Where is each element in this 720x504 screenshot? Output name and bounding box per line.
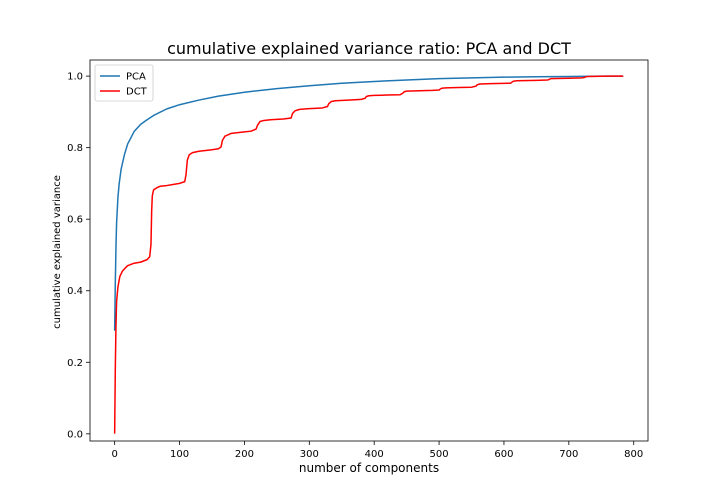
y-tick-label: 0.6 bbox=[67, 215, 83, 226]
y-tick-label: 0.8 bbox=[67, 143, 83, 154]
x-tick-label: 800 bbox=[624, 449, 643, 460]
y-tick-label: 0.0 bbox=[67, 429, 83, 440]
y-axis-label: cumulative explained variance bbox=[52, 175, 63, 329]
x-axis: 0 100 200 300 400 500 600 700 800 bbox=[111, 441, 643, 460]
x-axis-label: number of components bbox=[299, 461, 439, 475]
series-line-dct bbox=[113, 75, 624, 434]
chart-title: cumulative explained variance ratio: PCA… bbox=[167, 39, 571, 58]
y-tick-label: 1.0 bbox=[67, 72, 83, 83]
legend: PCA DCT bbox=[94, 64, 154, 102]
y-axis: 0.0 0.2 0.4 0.6 0.8 1.0 bbox=[67, 72, 90, 440]
x-tick-label: 500 bbox=[430, 449, 449, 460]
x-tick-label: 200 bbox=[235, 449, 254, 460]
x-tick-label: 0 bbox=[111, 449, 117, 460]
x-tick-label: 700 bbox=[559, 449, 578, 460]
x-tick-label: 100 bbox=[170, 449, 189, 460]
y-tick-label: 0.4 bbox=[67, 286, 83, 297]
series-line-pca bbox=[113, 75, 624, 331]
legend-label-dct: DCT bbox=[126, 87, 148, 98]
x-tick-label: 600 bbox=[494, 449, 513, 460]
legend-box bbox=[94, 64, 154, 102]
series-group bbox=[113, 75, 624, 434]
plot-frame bbox=[89, 59, 649, 442]
x-tick-label: 400 bbox=[365, 449, 384, 460]
x-tick-label: 300 bbox=[300, 449, 319, 460]
y-tick-label: 0.2 bbox=[67, 358, 83, 369]
plot-area bbox=[89, 59, 649, 442]
legend-label-pca: PCA bbox=[126, 72, 146, 83]
